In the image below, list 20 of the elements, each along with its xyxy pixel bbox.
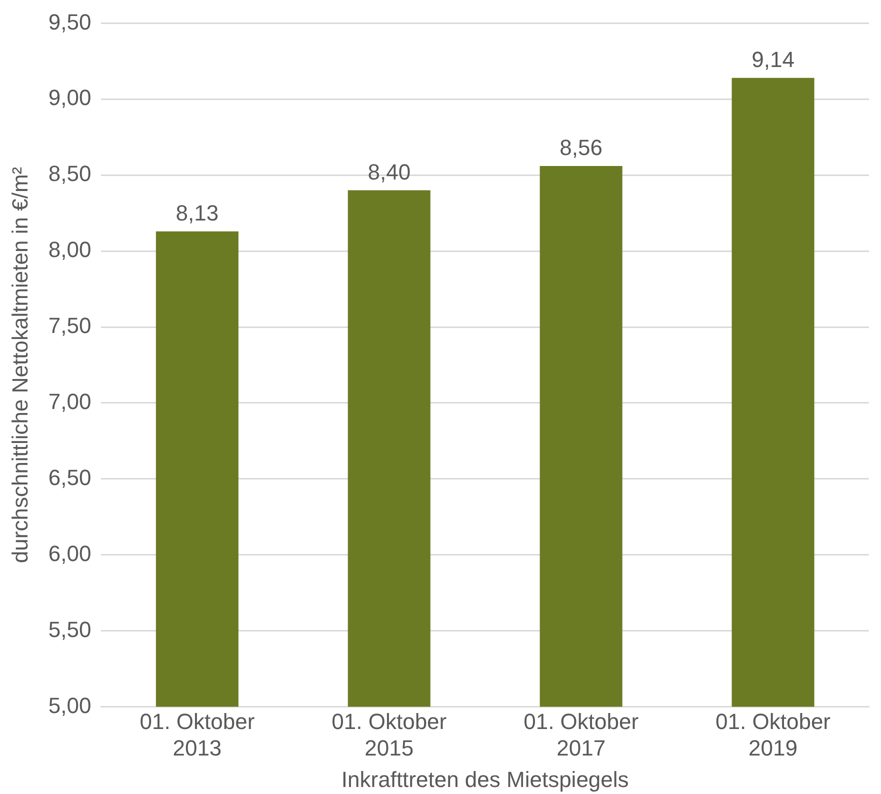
y-tick-label: 6,50: [48, 464, 92, 490]
y-tick-label: 7,00: [48, 389, 92, 414]
data-label: 9,14: [752, 46, 794, 72]
y-tick-label: 8,00: [48, 237, 92, 262]
x-tick-label: 01. Oktober 2013: [140, 709, 255, 760]
x-tick-label: 01. Oktober 2017: [524, 709, 639, 760]
data-label: 8,40: [368, 159, 411, 184]
y-tick-label: 8,50: [48, 161, 92, 186]
x-tick-label: 01. Oktober 2019: [716, 709, 831, 760]
x-axis-title: Inkrafttreten des Mietspiegels: [341, 766, 629, 792]
y-tick-label: 5,00: [48, 692, 92, 718]
y-tick-label: 6,00: [48, 540, 92, 566]
x-tick-label: 01. Oktober 2015: [332, 709, 447, 760]
y-tick-label: 7,50: [48, 313, 92, 338]
y-tick-label: 9,00: [48, 85, 92, 110]
y-tick-label: 9,50: [48, 9, 92, 34]
y-tick-label: 5,50: [48, 616, 92, 642]
data-label: 8,56: [560, 135, 602, 160]
y-axis-title: durchschnittliche Nettokaltmieten in €/m²: [7, 166, 32, 564]
data-label: 8,13: [176, 200, 219, 226]
